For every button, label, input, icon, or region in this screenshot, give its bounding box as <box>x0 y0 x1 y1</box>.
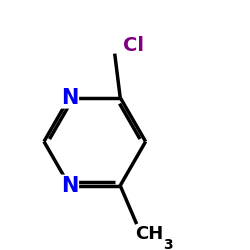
Text: 3: 3 <box>164 238 173 250</box>
Text: N: N <box>61 88 78 108</box>
Text: N: N <box>61 176 78 196</box>
Text: Cl: Cl <box>124 36 144 55</box>
Text: CH: CH <box>135 225 163 243</box>
